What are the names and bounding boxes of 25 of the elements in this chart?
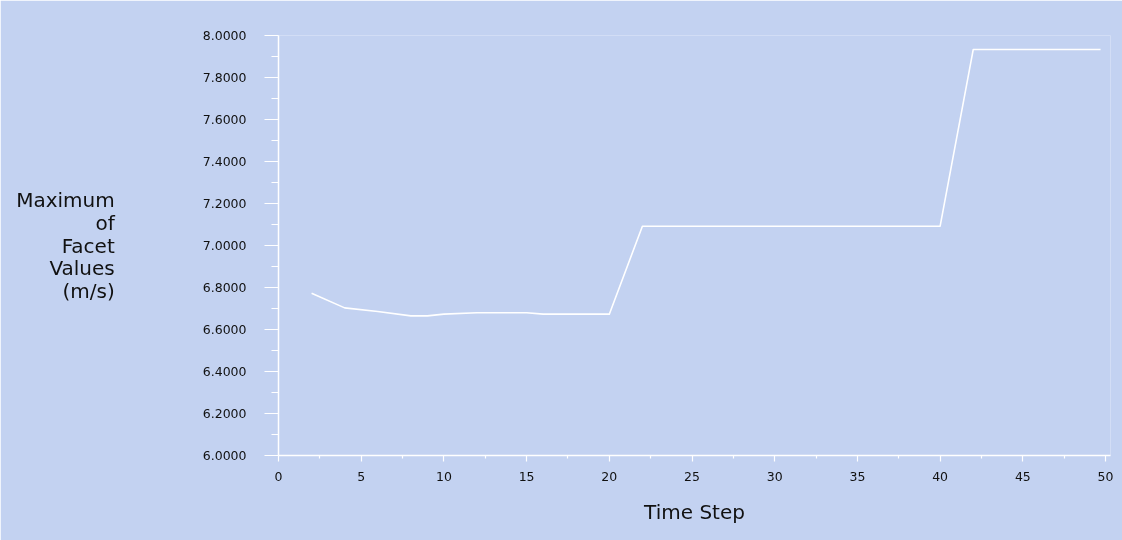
y-tick-label: 6.2000 bbox=[202, 406, 247, 421]
y-axis-title: Maximum of Facet Values (m/s) bbox=[16, 187, 116, 304]
x-tick-label: 0 bbox=[274, 468, 283, 484]
x-tick-label: 30 bbox=[766, 468, 783, 484]
x-axis-title: Time Step bbox=[643, 499, 745, 524]
x-tick-label: 10 bbox=[435, 468, 452, 484]
x-tick-label: 5 bbox=[357, 468, 366, 484]
x-tick-label: 40 bbox=[932, 468, 949, 484]
y-tick-label: 7.2000 bbox=[202, 196, 247, 211]
line-series bbox=[310, 48, 1102, 317]
y-tick-label: 6.0000 bbox=[202, 448, 247, 463]
y-tick-label: 7.8000 bbox=[202, 70, 247, 85]
y-tick-label: 7.0000 bbox=[202, 238, 247, 253]
x-tick-label: 20 bbox=[601, 468, 618, 484]
x-tick-label: 15 bbox=[518, 468, 535, 484]
y-tick-label: 7.4000 bbox=[202, 154, 247, 169]
x-tick-label: 45 bbox=[1014, 468, 1031, 484]
y-tick-label: 6.4000 bbox=[202, 364, 247, 379]
y-tick-label: 8.0000 bbox=[202, 28, 247, 43]
x-tick-label: 50 bbox=[1097, 468, 1114, 484]
y-tick-label: 6.6000 bbox=[202, 322, 247, 337]
y-tick-label: 6.8000 bbox=[202, 280, 247, 295]
y-tick-label: 7.6000 bbox=[202, 112, 247, 127]
x-tick-label: 35 bbox=[849, 468, 866, 484]
x-tick-label: 25 bbox=[684, 468, 700, 484]
